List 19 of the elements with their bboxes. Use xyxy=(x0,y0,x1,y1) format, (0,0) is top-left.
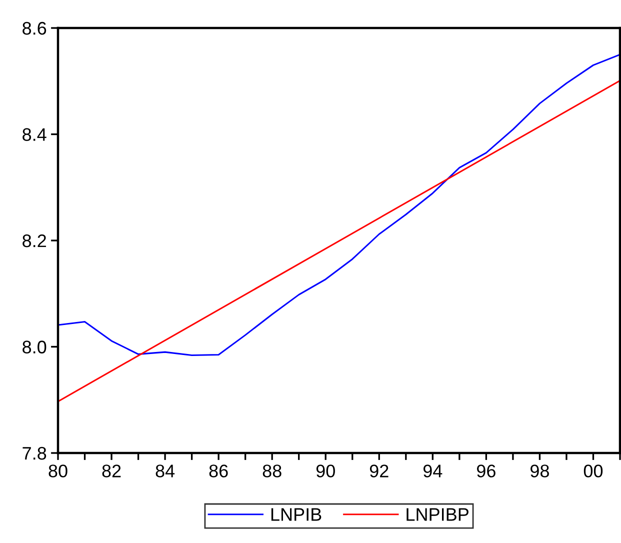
x-tick-label: 86 xyxy=(209,464,228,478)
line-series xyxy=(58,54,620,356)
x-tick-label: 96 xyxy=(476,464,496,478)
y-tick-label: 8.2 xyxy=(22,234,46,248)
x-tick-label: 88 xyxy=(262,464,282,478)
x-tick-label: 00 xyxy=(584,464,603,478)
x-tick-label: 84 xyxy=(156,464,175,478)
x-tick-label: 80 xyxy=(48,464,68,478)
x-tick-label: 90 xyxy=(316,464,335,478)
x-tick-label: 98 xyxy=(530,464,549,478)
y-tick-label: 7.8 xyxy=(22,446,46,460)
legend-label: LNPIBP xyxy=(406,508,468,521)
x-tick-label: 82 xyxy=(102,464,121,478)
y-tick-label: 8.0 xyxy=(22,340,46,354)
x-tick-label: 92 xyxy=(370,464,388,478)
legend-label: LNPIB xyxy=(271,508,322,521)
y-tick-label: 8.6 xyxy=(22,22,46,35)
y-tick-label: 8.4 xyxy=(22,128,46,141)
x-tick-label: 94 xyxy=(423,464,442,478)
